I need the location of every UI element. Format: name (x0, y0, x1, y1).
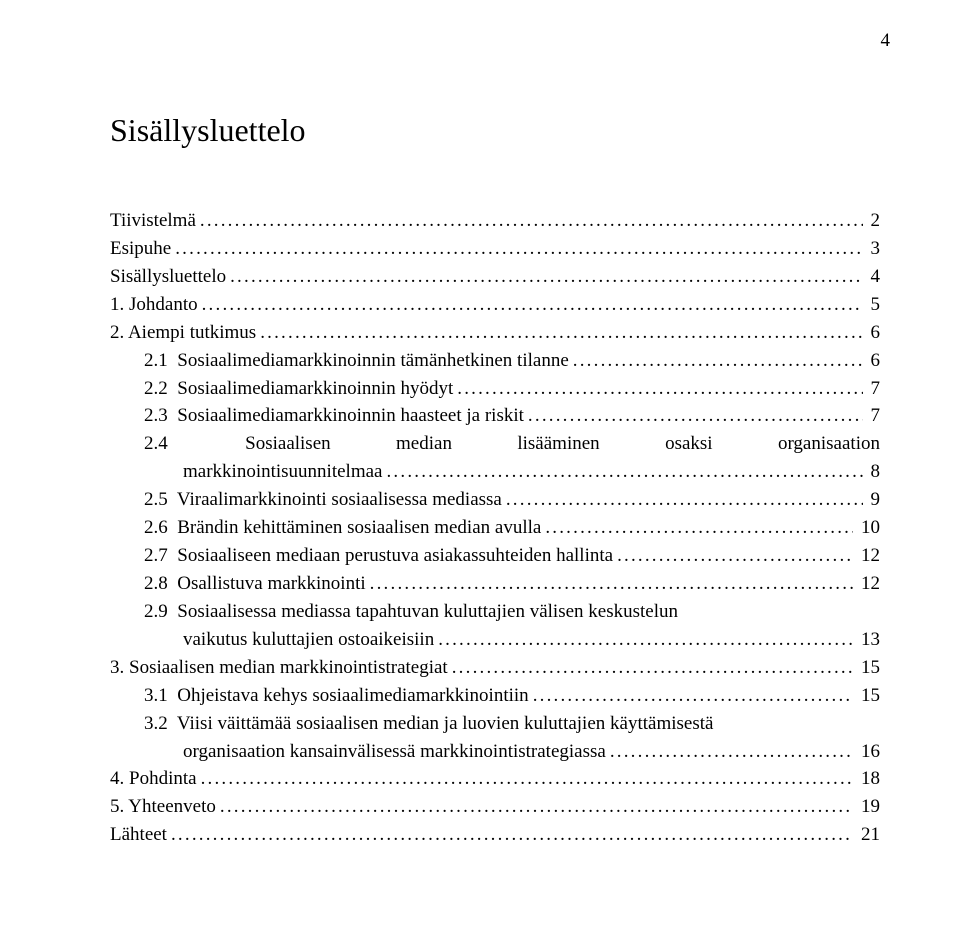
toc-entry: 2. Aiempi tutkimus 6 (110, 319, 880, 347)
toc-leader (457, 375, 862, 403)
toc-entry: 5. Yhteenveto 19 (110, 793, 880, 821)
toc-entry: 3.1 Ohjeistava kehys sosiaalimediamarkki… (110, 682, 880, 710)
toc-entry-continuation: vaikutus kuluttajien ostoaikeisiin 13 (110, 626, 880, 654)
toc-entry: Sisällysluettelo 4 (110, 263, 880, 291)
toc-leader (545, 514, 853, 542)
toc-entry-page: 15 (857, 682, 880, 710)
toc-entry-word: organisaation (778, 430, 880, 458)
toc-entry-page: 12 (857, 570, 880, 598)
toc-entry-page: 7 (867, 375, 881, 403)
toc-entry: 2.8 Osallistuva markkinointi 12 (110, 570, 880, 598)
toc-entry-label: organisaation kansainvälisessä markkinoi… (183, 738, 606, 766)
toc-entry-label: 3. Sosiaalisen median markkinointistrate… (110, 654, 448, 682)
toc-entry-label: markkinointisuunnitelmaa (183, 458, 382, 486)
toc-entry-page: 12 (857, 542, 880, 570)
toc-leader (610, 738, 853, 766)
toc-entry-page: 6 (867, 347, 881, 375)
toc-entry-label: Tiivistelmä (110, 207, 196, 235)
toc-leader (386, 458, 862, 486)
toc-entry-page: 19 (857, 793, 880, 821)
toc-leader (452, 654, 853, 682)
toc-leader (617, 542, 853, 570)
toc-entry-label: 2.6 Brändin kehittäminen sosiaalisen med… (144, 514, 541, 542)
toc-entry-page: 18 (857, 765, 880, 793)
toc-entry-page: 13 (857, 626, 880, 654)
toc-entry: 2.7 Sosiaaliseen mediaan perustuva asiak… (110, 542, 880, 570)
toc-entry: 2.4 Sosiaalisen median lisääminen osaksi orga… (110, 430, 880, 458)
toc-leader (528, 402, 863, 430)
toc-entry-page: 10 (857, 514, 880, 542)
toc-entry-page: 2 (867, 207, 881, 235)
toc-entry: 2.6 Brändin kehittäminen sosiaalisen med… (110, 514, 880, 542)
toc-leader (171, 821, 853, 849)
toc-entry-page: 16 (857, 738, 880, 766)
toc-entry: 2.2 Sosiaalimediamarkkinoinnin hyödyt 7 (110, 375, 880, 403)
toc-entry-label: vaikutus kuluttajien ostoaikeisiin (183, 626, 434, 654)
toc-entry-word: osaksi (665, 430, 713, 458)
toc-entry: 3. Sosiaalisen median markkinointistrate… (110, 654, 880, 682)
toc-entry-page: 8 (867, 458, 881, 486)
toc-entry-label: 2.3 Sosiaalimediamarkkinoinnin haasteet … (144, 402, 524, 430)
toc-entry: Lähteet 21 (110, 821, 880, 849)
page-number-top: 4 (110, 30, 890, 52)
toc-leader (201, 765, 853, 793)
toc-entry-page: 6 (867, 319, 881, 347)
toc-leader (506, 486, 863, 514)
toc-entry-continuation: organisaation kansainvälisessä markkinoi… (110, 738, 880, 766)
toc-entry-page: 3 (867, 235, 881, 263)
toc-entry-label: 2. Aiempi tutkimus (110, 319, 256, 347)
toc-entry-word: median (396, 430, 452, 458)
toc-entry-page: 9 (867, 486, 881, 514)
toc-leader (573, 347, 863, 375)
toc-leader (260, 319, 862, 347)
toc-entry-label: 5. Yhteenveto (110, 793, 216, 821)
toc-entry-label: 1. Johdanto (110, 291, 198, 319)
toc-entry-label: Lähteet (110, 821, 167, 849)
toc-leader (200, 207, 863, 235)
toc-entry-label: 2.8 Osallistuva markkinointi (144, 570, 366, 598)
toc-entry-label: 3.1 Ohjeistava kehys sosiaalimediamarkki… (144, 682, 529, 710)
toc-leader (175, 235, 862, 263)
toc-entry-page: 7 (867, 402, 881, 430)
toc-entry-number: 2.4 (144, 430, 180, 458)
toc-entry-label: Esipuhe (110, 235, 171, 263)
toc-entry-word: Sosiaalisen (245, 430, 331, 458)
toc-entry-label: 3.2 Viisi väittämää sosiaalisen median j… (144, 710, 713, 738)
toc-entry: 4. Pohdinta 18 (110, 765, 880, 793)
toc-leader (533, 682, 853, 710)
toc-entry: 2.1 Sosiaalimediamarkkinoinnin tämänhetk… (110, 347, 880, 375)
toc-entry-page: 4 (867, 263, 881, 291)
table-of-contents: Tiivistelmä 2Esipuhe 3Sisällysluettelo 4… (110, 207, 880, 849)
toc-entry-word: lisääminen (517, 430, 599, 458)
toc-entry-label: 2.5 Viraalimarkkinointi sosiaalisessa me… (144, 486, 502, 514)
toc-entry-label: 4. Pohdinta (110, 765, 197, 793)
toc-entry-label: 2.7 Sosiaaliseen mediaan perustuva asiak… (144, 542, 613, 570)
toc-entry: Esipuhe 3 (110, 235, 880, 263)
toc-entry: 3.2 Viisi väittämää sosiaalisen median j… (110, 710, 880, 738)
toc-leader (202, 291, 863, 319)
toc-leader (220, 793, 853, 821)
toc-entry-page: 15 (857, 654, 880, 682)
toc-entry: 2.9 Sosiaalisessa mediassa tapahtuvan ku… (110, 598, 880, 626)
toc-entry: 2.5 Viraalimarkkinointi sosiaalisessa me… (110, 486, 880, 514)
toc-title: Sisällysluettelo (110, 112, 880, 149)
toc-entry: 2.3 Sosiaalimediamarkkinoinnin haasteet … (110, 402, 880, 430)
toc-entry-continuation: markkinointisuunnitelmaa 8 (110, 458, 880, 486)
toc-leader (370, 570, 853, 598)
toc-leader (230, 263, 862, 291)
toc-entry-page: 21 (857, 821, 880, 849)
toc-entry-label: Sisällysluettelo (110, 263, 226, 291)
toc-entry: Tiivistelmä 2 (110, 207, 880, 235)
toc-entry-label: 2.1 Sosiaalimediamarkkinoinnin tämänhetk… (144, 347, 569, 375)
toc-entry: 1. Johdanto 5 (110, 291, 880, 319)
toc-leader (438, 626, 853, 654)
toc-entry-label: 2.9 Sosiaalisessa mediassa tapahtuvan ku… (144, 598, 678, 626)
toc-entry-label: 2.2 Sosiaalimediamarkkinoinnin hyödyt (144, 375, 453, 403)
toc-entry-page: 5 (867, 291, 881, 319)
